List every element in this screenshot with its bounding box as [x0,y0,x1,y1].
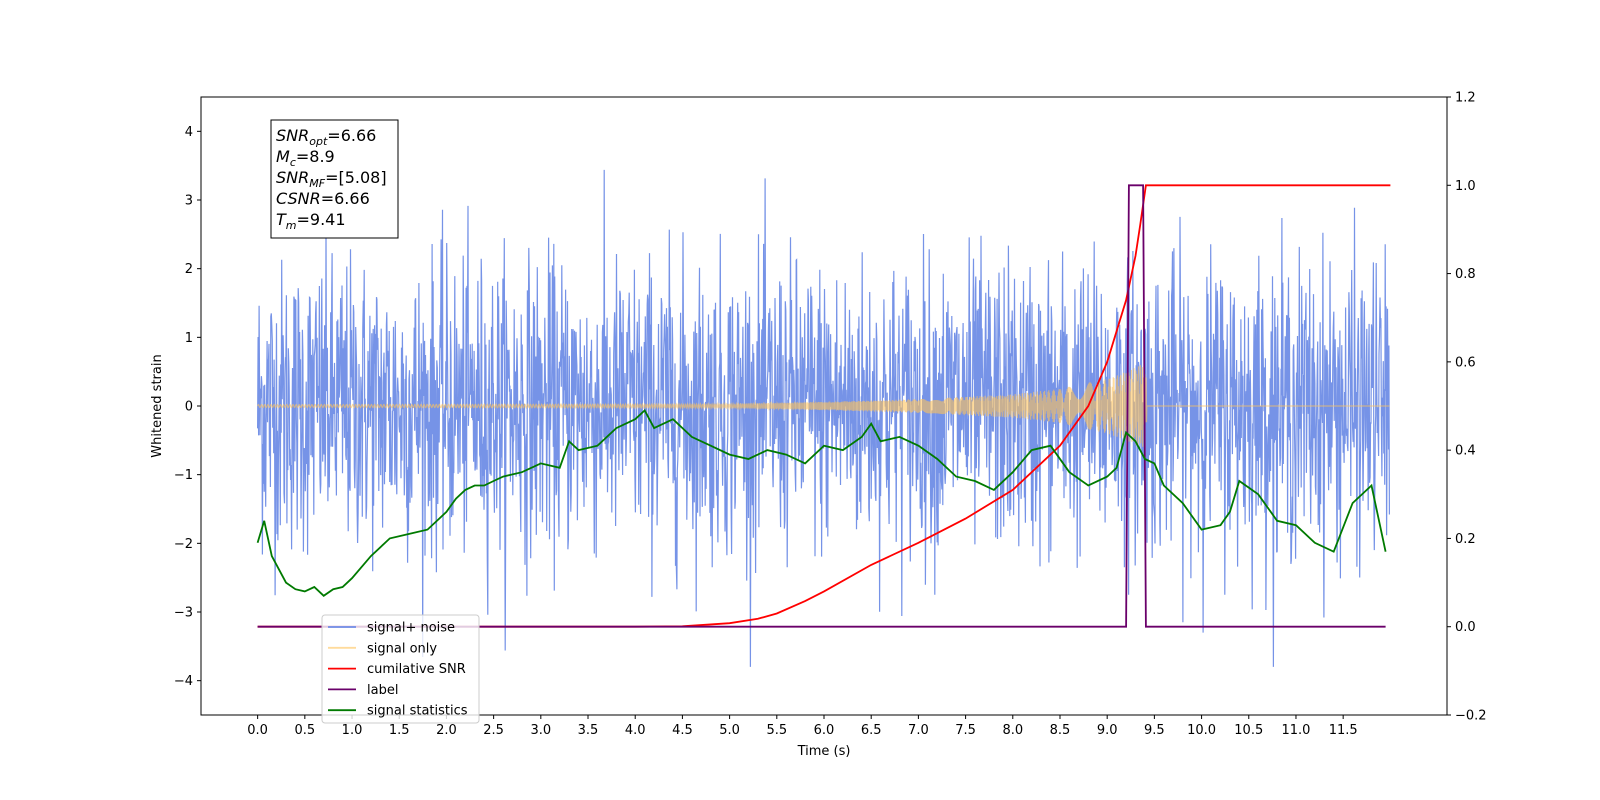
y2-tick-label: −0.2 [1455,709,1487,724]
y-tick-label: 0 [185,400,193,415]
y-tick-label: −2 [174,537,193,552]
y-tick-label: −4 [174,674,193,689]
x-axis-label: Time (s) [797,744,851,759]
x-tick-label: 2.0 [436,723,457,738]
label-line [257,184,1386,628]
series-label [257,184,1386,628]
annotation-line: CSNR=6.66 [276,189,370,208]
y-tick-label: 4 [185,125,193,140]
series-cumulative-snr [257,184,1391,628]
annotation-frame [270,119,399,239]
signal-only-line [257,365,1390,449]
signal-noise-line [257,169,1390,667]
x-tick-label: 4.0 [625,723,646,738]
annotation-line: SNRMF=[5.08] [276,168,387,190]
x-tick-label: 6.5 [861,723,882,738]
legend-entry-label: signal only [367,641,437,656]
legend-entry-label: signal statistics [367,704,468,719]
series-signal-only [257,365,1390,449]
x-axis-ticks: 0.0 0.5 1.0 1.5 2.0 2.5 3.0 3.5 4.0 4.5 5.0 5.5 6.0 6… [247,715,1358,738]
y2-tick-label: 0.0 [1455,620,1476,635]
y2-tick-label: 1.2 [1455,91,1476,106]
x-tick-label: 1.5 [389,723,410,738]
y2-tick-label: 0.8 [1455,267,1476,282]
x-tick-label: 8.0 [1002,723,1023,738]
annotation-line: Mc=8.9 [276,147,335,169]
x-tick-label: 0.5 [294,723,315,738]
legend-frame [321,614,480,724]
y-axis-ticks: 4 3 2 1 0 −1 −2 −3 −4 [174,125,201,689]
x-tick-label: 2.5 [483,723,504,738]
y2-tick-label: 0.4 [1455,444,1476,459]
legend-entry-label: label [367,683,398,698]
y-axis-label: Whitened strain [150,354,165,457]
y2-axis-ticks: 1.2 1.0 0.8 0.6 0.4 0.2 0.0 −0.2 [1447,91,1487,724]
x-tick-label: 4.5 [672,723,693,738]
annotation-line: SNRopt=6.66 [276,126,376,148]
x-tick-label: 6.0 [814,723,835,738]
cumulative-snr-line [257,184,1391,628]
x-tick-label: 8.5 [1050,723,1071,738]
y-tick-label: −3 [174,606,193,621]
x-tick-label: 3.5 [578,723,599,738]
y2-tick-label: 0.6 [1455,355,1476,370]
legend-entry-label: signal+ noise [367,621,455,636]
x-tick-label: 9.5 [1144,723,1165,738]
x-tick-label: 11.0 [1281,723,1310,738]
series-signal-noise [257,169,1390,667]
series-signal-statistics [256,408,1387,597]
signal-statistics-line [256,408,1387,597]
x-tick-label: 9.0 [1097,723,1118,738]
x-tick-label: 5.5 [766,723,787,738]
y-tick-label: 1 [185,331,193,346]
y2-tick-label: 1.0 [1455,179,1476,194]
x-tick-label: 3.0 [530,723,551,738]
y-tick-label: 2 [185,262,193,277]
x-tick-label: 10.0 [1187,723,1216,738]
x-tick-label: 7.5 [955,723,976,738]
legend-entry-label: cumilative SNR [367,662,466,677]
x-tick-label: 10.5 [1234,723,1263,738]
y-tick-label: 3 [185,194,193,209]
x-tick-label: 7.0 [908,723,929,738]
x-tick-label: 0.0 [247,723,268,738]
y2-tick-label: 0.2 [1455,532,1476,547]
plot-area [256,169,1391,667]
legend: signal+ noise signal only cumilative SNR la… [321,614,480,724]
annotation-line: Tm=9.41 [276,210,346,232]
y-tick-label: −1 [174,468,193,483]
x-tick-label: 1.0 [342,723,363,738]
x-tick-label: 11.5 [1329,723,1358,738]
x-tick-label: 5.0 [719,723,740,738]
